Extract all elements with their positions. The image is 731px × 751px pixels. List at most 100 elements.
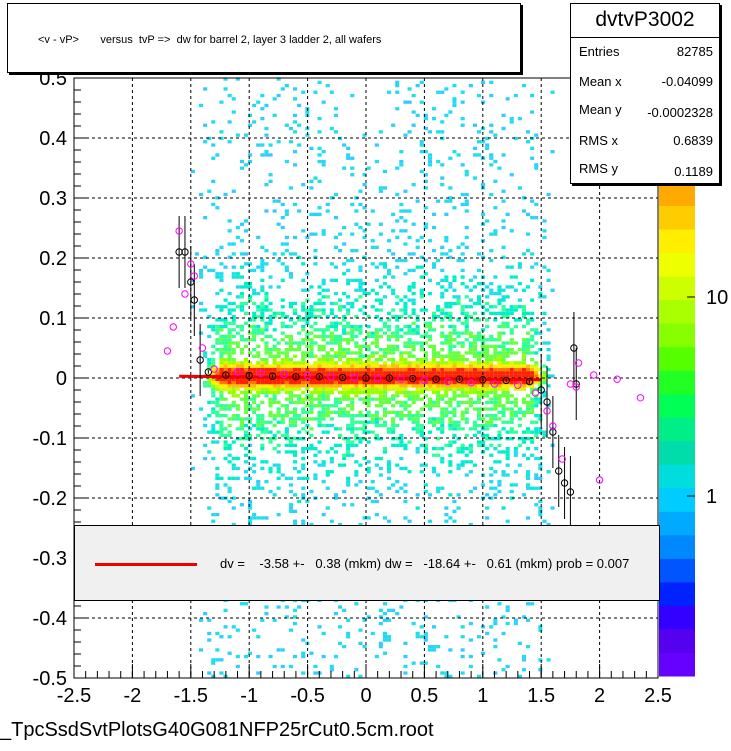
colorbar-label: 1 <box>706 486 717 508</box>
heatmap-cell <box>211 143 216 147</box>
profile-point-magenta <box>169 323 177 331</box>
heatmap-cell <box>207 367 212 372</box>
heatmap-cell <box>211 268 216 273</box>
heatmap-cell <box>305 397 310 401</box>
heatmap-cell <box>243 433 248 438</box>
heatmap-cell <box>264 308 269 312</box>
heatmap-cell <box>534 397 539 401</box>
heatmap-cell <box>423 638 428 642</box>
heatmap-cell <box>280 648 285 652</box>
heatmap-cell <box>325 410 330 414</box>
heatmap-cell <box>526 348 531 352</box>
heatmap-cell <box>497 602 502 606</box>
heatmap-cell <box>280 315 285 319</box>
heatmap-cell <box>460 400 465 405</box>
heatmap-cell <box>223 361 228 365</box>
heatmap-cell <box>415 417 420 421</box>
heatmap-cell <box>448 420 453 424</box>
heatmap-cell <box>211 387 216 391</box>
heatmap-cell <box>460 100 465 104</box>
heatmap-cell <box>444 315 449 319</box>
heatmap-cell <box>231 351 236 355</box>
heatmap-cell <box>219 404 224 408</box>
heatmap-cell <box>272 437 277 441</box>
heatmap-cell <box>517 437 522 441</box>
heatmap-cell <box>288 420 293 424</box>
heatmap-cell <box>477 361 482 365</box>
heatmap-cell <box>472 384 477 388</box>
heatmap-cell <box>501 364 506 368</box>
heatmap-cell <box>346 311 351 315</box>
heatmap-cell <box>203 417 208 421</box>
heatmap-cell <box>526 232 531 236</box>
heatmap-cell <box>346 153 351 157</box>
heatmap-cell <box>456 301 461 306</box>
heatmap-cell <box>350 258 355 263</box>
heatmap-cell <box>313 473 318 477</box>
heatmap-cell <box>460 654 465 659</box>
heatmap-cell <box>411 341 416 345</box>
heatmap-cell <box>440 252 445 256</box>
heatmap-cell <box>284 605 289 609</box>
heatmap-cell <box>211 324 216 329</box>
heatmap-cell <box>207 361 212 365</box>
heatmap-cell <box>338 354 343 358</box>
heatmap-cell <box>489 407 494 411</box>
heatmap-cell <box>444 199 449 203</box>
heatmap-cell <box>468 367 473 372</box>
heatmap-cell <box>260 427 265 431</box>
heatmap-cell <box>358 331 363 335</box>
heatmap-cell <box>301 308 306 312</box>
heatmap-cell <box>542 374 547 378</box>
heatmap-cell <box>542 390 547 395</box>
heatmap-cell <box>329 196 334 200</box>
heatmap-cell <box>374 513 379 517</box>
heatmap-cell <box>452 420 457 424</box>
heatmap-cell <box>517 348 522 352</box>
heatmap-cell <box>444 443 449 447</box>
heatmap-cell <box>329 417 334 421</box>
heatmap-cell <box>329 354 334 358</box>
heatmap-cell <box>358 674 363 678</box>
heatmap-cell <box>477 414 482 418</box>
heatmap-cell <box>493 493 498 497</box>
heatmap-cell <box>321 417 326 421</box>
heatmap-cell <box>448 397 453 401</box>
heatmap-cell <box>440 394 445 398</box>
heatmap-cell <box>387 374 392 378</box>
heatmap-cell <box>338 443 343 447</box>
heatmap-cell <box>288 390 293 395</box>
heatmap-cell <box>211 400 216 405</box>
profile-point-black <box>181 248 189 256</box>
heatmap-cell <box>513 374 518 378</box>
heatmap-cell <box>280 364 285 368</box>
heatmap-cell <box>403 357 408 362</box>
heatmap-cell <box>517 374 522 378</box>
heatmap-cell <box>252 381 257 385</box>
heatmap-cell <box>497 397 502 401</box>
heatmap-cell <box>501 506 506 510</box>
heatmap-cell <box>370 430 375 434</box>
heatmap-cell <box>489 192 494 197</box>
heatmap-cell <box>293 87 298 91</box>
heatmap-cell <box>309 315 314 319</box>
heatmap-cell <box>489 249 494 253</box>
heatmap-cell <box>505 265 510 269</box>
heatmap-cell <box>333 364 338 368</box>
heatmap-cell <box>309 331 314 335</box>
heatmap-cell <box>354 249 359 253</box>
heatmap-cell <box>207 189 212 193</box>
heatmap-cell <box>317 371 322 375</box>
heatmap-cell <box>382 407 387 411</box>
heatmap-cell <box>448 427 453 431</box>
heatmap-cell <box>288 252 293 256</box>
heatmap-cell <box>288 387 293 391</box>
heatmap-cell <box>530 397 535 401</box>
heatmap-cell <box>427 321 432 325</box>
heatmap-cell <box>521 387 526 391</box>
heatmap-cell <box>378 334 383 339</box>
colorbar-segment <box>659 605 695 630</box>
heatmap-cell <box>260 381 265 385</box>
heatmap-cell <box>235 466 240 471</box>
heatmap-cell <box>264 126 269 131</box>
